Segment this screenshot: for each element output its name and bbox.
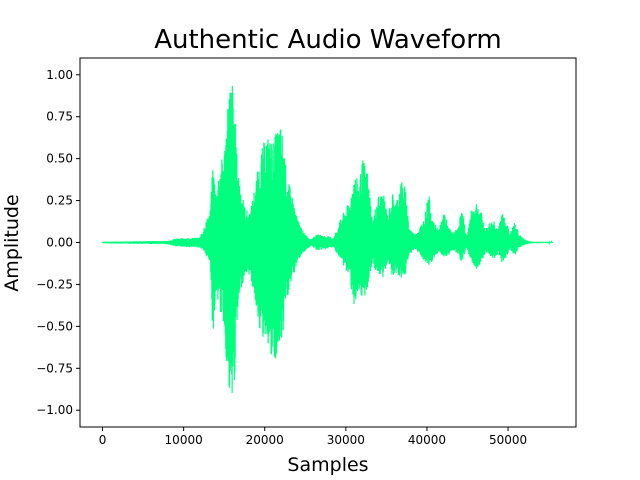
waveform-layer: [101, 85, 554, 393]
y-tick-label: 0.25: [46, 194, 73, 208]
y-tick-label: −0.50: [36, 319, 73, 333]
x-tick-label: 20000: [246, 433, 284, 447]
x-axis-label: Samples: [287, 454, 368, 476]
chart-title: Authentic Audio Waveform: [154, 25, 502, 55]
x-axis: 0 10000 20000 30000 40000 50000: [99, 427, 527, 447]
x-tick-label: 0: [99, 433, 107, 447]
y-axis-label: Amplitude: [1, 194, 23, 291]
x-tick-label: 50000: [489, 433, 527, 447]
y-tick-label: 0.00: [46, 236, 73, 250]
y-axis: −1.00 −0.75 −0.50 −0.25 0.00 0.25 0.50 0.75 1.00: [36, 68, 80, 417]
y-tick-label: 1.00: [46, 68, 73, 82]
y-tick-label: −0.25: [36, 277, 73, 291]
y-tick-label: −0.75: [36, 361, 73, 375]
waveform-line: [101, 85, 554, 393]
x-tick-label: 10000: [165, 433, 203, 447]
y-tick-label: 0.75: [46, 110, 73, 124]
y-tick-label: −1.00: [36, 403, 73, 417]
x-tick-label: 40000: [408, 433, 446, 447]
y-tick-label: 0.50: [46, 152, 73, 166]
x-tick-label: 30000: [327, 433, 365, 447]
